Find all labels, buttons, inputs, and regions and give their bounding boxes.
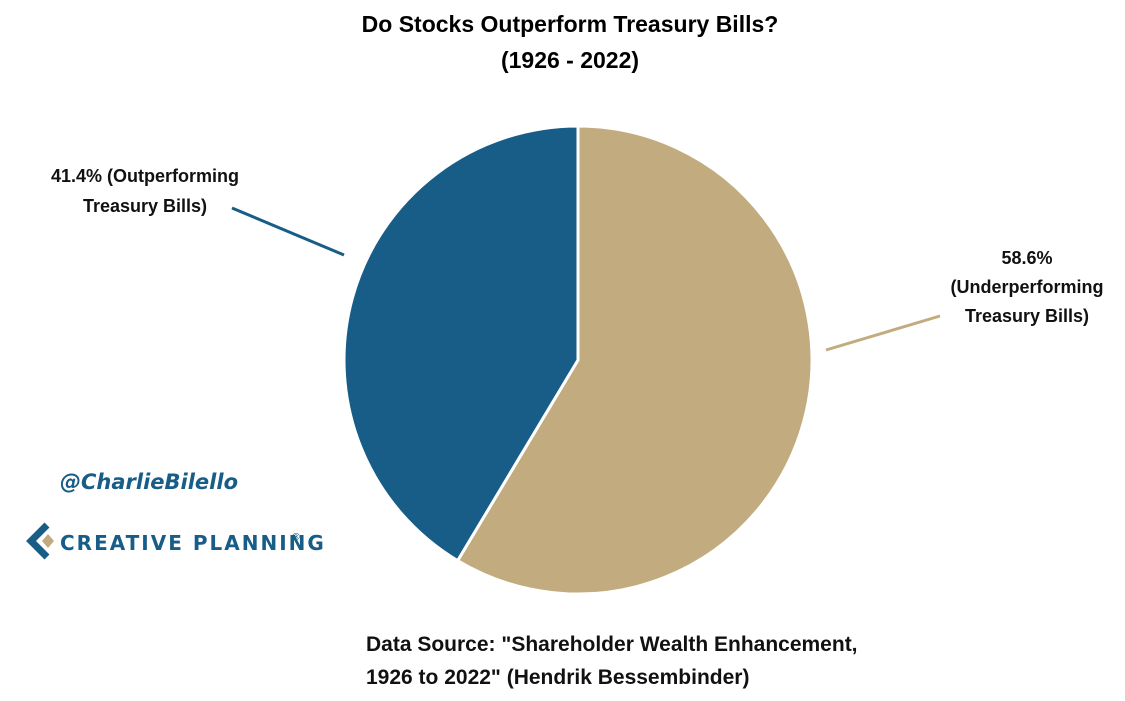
chart-title-line-1: Do Stocks Outperform Treasury Bills?	[362, 11, 779, 37]
chart-title-line-2: (1926 - 2022)	[501, 47, 639, 73]
pie-slice-underperforming-treasury-bills	[456, 124, 814, 596]
data-source-line-2: 1926 to 2022" (Hendrik Bessembinder)	[366, 666, 749, 689]
slice-label-underperforming-treasury-bills-line-3: Treasury Bills)	[965, 306, 1089, 326]
pie-slices	[342, 124, 814, 596]
leader-line-outperforming-treasury-bills	[231, 206, 345, 257]
logo-text: CREATIVE PLANNING	[60, 531, 326, 555]
data-source-line-1: Data Source: "Shareholder Wealth Enhance…	[366, 633, 858, 656]
creative-planning-logo: CREATIVE PLANNING ®	[26, 522, 326, 560]
slice-labels: 58.6% (Underperforming Treasury Bills) 41.4…	[51, 166, 1104, 326]
slice-label-underperforming-treasury-bills-line-1: 58.6%	[1001, 248, 1052, 268]
logo-registered-mark: ®	[291, 532, 301, 543]
slice-label-outperforming-treasury-bills-line-2: Treasury Bills)	[83, 196, 207, 216]
twitter-handle: @CharlieBilello	[60, 470, 238, 494]
label-leader-lines	[231, 206, 941, 352]
logo-c-icon	[26, 522, 54, 560]
leader-line-underperforming-treasury-bills	[825, 314, 941, 352]
pie-slice-outperforming-treasury-bills	[342, 124, 580, 563]
slice-label-underperforming-treasury-bills-line-2: (Underperforming	[951, 277, 1104, 297]
slice-label-outperforming-treasury-bills-line-1: 41.4% (Outperforming	[51, 166, 239, 186]
